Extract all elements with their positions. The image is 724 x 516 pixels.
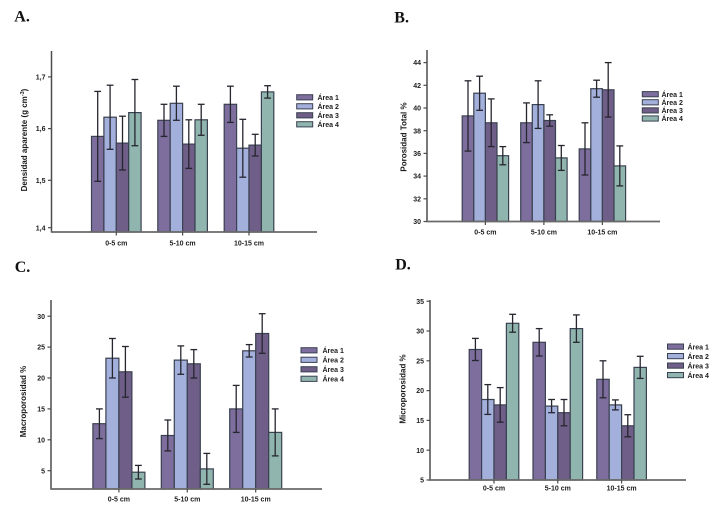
svg-text:1,4: 1,4 (36, 225, 46, 232)
svg-text:1,7: 1,7 (36, 75, 46, 82)
svg-text:D.: D. (395, 257, 411, 274)
svg-text:30: 30 (37, 314, 45, 321)
svg-text:Densidad aparente (g cm-3): Densidad aparente (g cm-3) (20, 88, 29, 191)
svg-text:Área 1: Área 1 (688, 342, 710, 351)
svg-text:30: 30 (416, 329, 424, 336)
svg-text:20: 20 (416, 388, 424, 395)
svg-text:Área 2: Área 2 (662, 98, 684, 107)
svg-text:5: 5 (420, 478, 424, 485)
svg-text:Área 1: Área 1 (662, 90, 684, 99)
svg-text:Área 4: Área 4 (318, 120, 340, 129)
svg-text:10: 10 (37, 437, 45, 444)
svg-text:34: 34 (413, 174, 421, 181)
svg-text:1,6: 1,6 (36, 126, 46, 133)
svg-text:C.: C. (15, 259, 31, 276)
svg-text:Área 3: Área 3 (662, 106, 684, 115)
svg-text:10-15 cm: 10-15 cm (241, 497, 271, 504)
svg-text:Porosidad Total %: Porosidad Total % (400, 102, 409, 171)
svg-text:Área 4: Área 4 (688, 371, 710, 380)
svg-text:10-15 cm: 10-15 cm (234, 241, 264, 248)
svg-text:10-15 cm: 10-15 cm (607, 486, 637, 493)
svg-text:10-15 cm: 10-15 cm (587, 230, 617, 237)
svg-text:5-10 cm: 5-10 cm (174, 497, 200, 504)
svg-text:5-10 cm: 5-10 cm (170, 241, 196, 248)
svg-text:25: 25 (37, 345, 45, 352)
svg-text:35: 35 (416, 299, 424, 306)
svg-text:0-5 cm: 0-5 cm (474, 230, 496, 237)
svg-text:0-5 cm: 0-5 cm (108, 497, 130, 504)
svg-text:32: 32 (413, 196, 421, 203)
svg-text:Área 4: Área 4 (662, 114, 684, 123)
svg-text:0-5 cm: 0-5 cm (105, 241, 127, 248)
svg-text:20: 20 (37, 376, 45, 383)
svg-text:15: 15 (37, 407, 45, 414)
svg-text:5: 5 (41, 468, 45, 475)
svg-text:B.: B. (394, 10, 409, 27)
svg-text:40: 40 (413, 106, 421, 113)
svg-text:30: 30 (413, 219, 421, 226)
svg-text:36: 36 (413, 151, 421, 158)
svg-text:0-5 cm: 0-5 cm (483, 486, 505, 493)
svg-text:5-10 cm: 5-10 cm (545, 486, 571, 493)
svg-text:Área 3: Área 3 (323, 365, 345, 374)
svg-text:Área 1: Área 1 (323, 346, 345, 355)
svg-text:25: 25 (416, 358, 424, 365)
svg-text:10: 10 (416, 448, 424, 455)
svg-text:Microporosidad %: Microporosidad % (399, 354, 408, 423)
svg-text:44: 44 (413, 60, 421, 67)
svg-text:Área 2: Área 2 (688, 352, 710, 361)
svg-text:15: 15 (416, 418, 424, 425)
svg-text:A.: A. (14, 9, 30, 26)
svg-text:5-10 cm: 5-10 cm (531, 230, 557, 237)
svg-text:1,5: 1,5 (36, 178, 46, 185)
svg-text:42: 42 (413, 83, 421, 90)
svg-text:Área 4: Área 4 (323, 375, 345, 384)
svg-text:Área 3: Área 3 (318, 111, 340, 120)
svg-text:Área 2: Área 2 (323, 356, 345, 365)
svg-text:Área 1: Área 1 (318, 93, 340, 102)
svg-text:38: 38 (413, 128, 421, 135)
svg-text:Área 2: Área 2 (318, 102, 340, 111)
svg-text:Área 3: Área 3 (688, 361, 710, 370)
svg-text:Macroporosidad %: Macroporosidad % (19, 366, 28, 438)
